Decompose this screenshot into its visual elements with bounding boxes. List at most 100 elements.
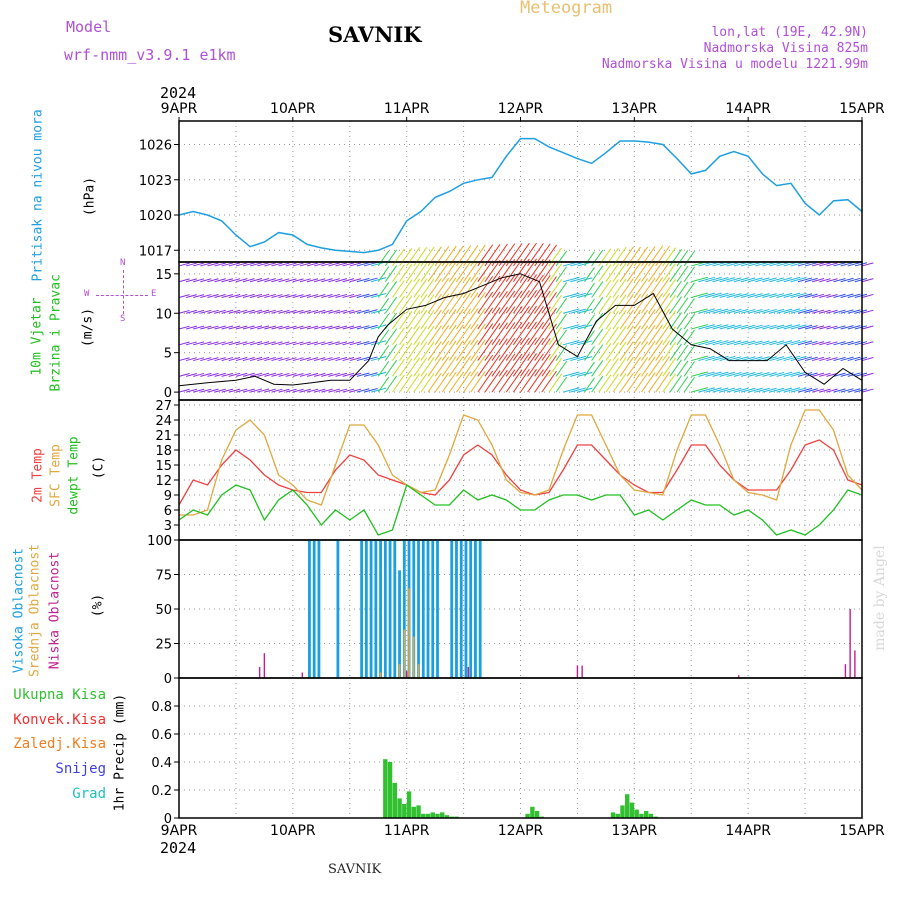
wind-barb (563, 324, 580, 330)
wind-barb (264, 341, 276, 346)
wind-barb (292, 294, 304, 298)
wind-barb (748, 340, 763, 346)
wind-barb (847, 309, 861, 314)
wind-barb (762, 340, 777, 346)
wind-barb (271, 309, 283, 314)
wind-barb (377, 345, 390, 361)
cloud-high-bar (312, 540, 316, 678)
cloud-high-bar (398, 570, 401, 678)
wind-barb (555, 345, 568, 361)
wind-barb (804, 325, 818, 330)
model-label: Model (66, 18, 112, 36)
wind-barb (200, 262, 212, 267)
wind-barb (427, 325, 442, 346)
wind-barb (683, 329, 695, 346)
wind-barb (655, 261, 671, 283)
wind-barb (726, 387, 742, 393)
wind-barb (377, 297, 390, 314)
wind-barb (534, 322, 551, 346)
wind-barb (491, 291, 508, 314)
precip-bar (387, 762, 393, 818)
wind-barb (676, 281, 689, 298)
wind-barb (178, 278, 190, 283)
wind-barb (512, 274, 530, 298)
wind-barb (783, 371, 801, 377)
wind-barb (570, 387, 586, 393)
wind-barb (712, 308, 729, 314)
wind-barb (363, 387, 378, 393)
wind-barb (363, 293, 378, 298)
wind-barb (413, 325, 428, 346)
cloud-high-bar (417, 540, 420, 678)
wind-barb (783, 339, 801, 346)
wind-barb (833, 356, 846, 362)
wind-barb (648, 245, 664, 267)
cloud-mid-bar (403, 629, 406, 678)
wind-barb (755, 261, 770, 267)
wind-barb (384, 281, 398, 298)
wind-barb (242, 388, 255, 393)
wind-barb (548, 294, 562, 314)
y-tick-label: 12 (155, 474, 172, 489)
wind-barb (527, 353, 544, 377)
year-label-bottom: 2024 (160, 839, 197, 857)
wind-barb (299, 309, 311, 314)
precip-bar (402, 804, 407, 818)
wind-barb (612, 262, 627, 283)
wind-barb (363, 340, 378, 346)
wind-barb (733, 277, 749, 283)
cloud-high-bar (388, 540, 392, 678)
wind-barb (755, 356, 770, 362)
wind-barb (314, 372, 326, 377)
wind-barb (406, 262, 421, 283)
wind-barb (221, 372, 234, 377)
wind-barb (498, 306, 516, 330)
wind-barb (456, 355, 472, 377)
wind-barb (740, 387, 756, 393)
wind-barb (484, 338, 501, 361)
wind-barb (847, 388, 861, 393)
precip-bar (397, 798, 402, 818)
wind-barb (399, 358, 413, 377)
wind-barb (740, 261, 756, 267)
compass-s: S (120, 314, 126, 324)
wind-barb (861, 309, 874, 314)
wind-barb (776, 355, 793, 362)
wind-barb (826, 341, 838, 346)
cloud-low-bar (576, 665, 579, 678)
wind-barb (776, 324, 793, 330)
wind-barb (193, 325, 205, 330)
wind-barb (477, 370, 494, 393)
wind-barb (491, 322, 508, 346)
wind-barb (328, 372, 340, 377)
wind-barb (434, 372, 450, 393)
wind-barb (399, 295, 413, 314)
wind-barb (541, 260, 557, 283)
wind-barb (214, 309, 226, 314)
wind-barb (740, 308, 756, 314)
wind-barb (648, 340, 664, 361)
wind-barb (748, 356, 763, 362)
wind-barb (641, 293, 656, 314)
wind-barb (306, 388, 319, 393)
wind-barb (641, 277, 656, 298)
wind-barb (520, 290, 537, 314)
wind-barb (563, 371, 580, 377)
cloud-high-bar (402, 540, 406, 678)
wind-barb (228, 293, 241, 298)
wind-barb (399, 374, 413, 393)
wind-barb (705, 371, 722, 377)
wind-barb (178, 325, 190, 330)
wind-barb (349, 262, 362, 267)
wind-barb (178, 341, 190, 346)
wind-barb (278, 357, 290, 362)
wind-barb (200, 372, 212, 377)
wind-barb (314, 278, 326, 283)
wind-barb (477, 291, 494, 314)
wind-barb (207, 309, 219, 314)
wind-barb (812, 293, 825, 298)
wind-barb (534, 338, 551, 361)
y-tick-label: 21 (155, 429, 172, 444)
wind-barb (755, 308, 770, 314)
cloud-high-bar (431, 540, 435, 678)
